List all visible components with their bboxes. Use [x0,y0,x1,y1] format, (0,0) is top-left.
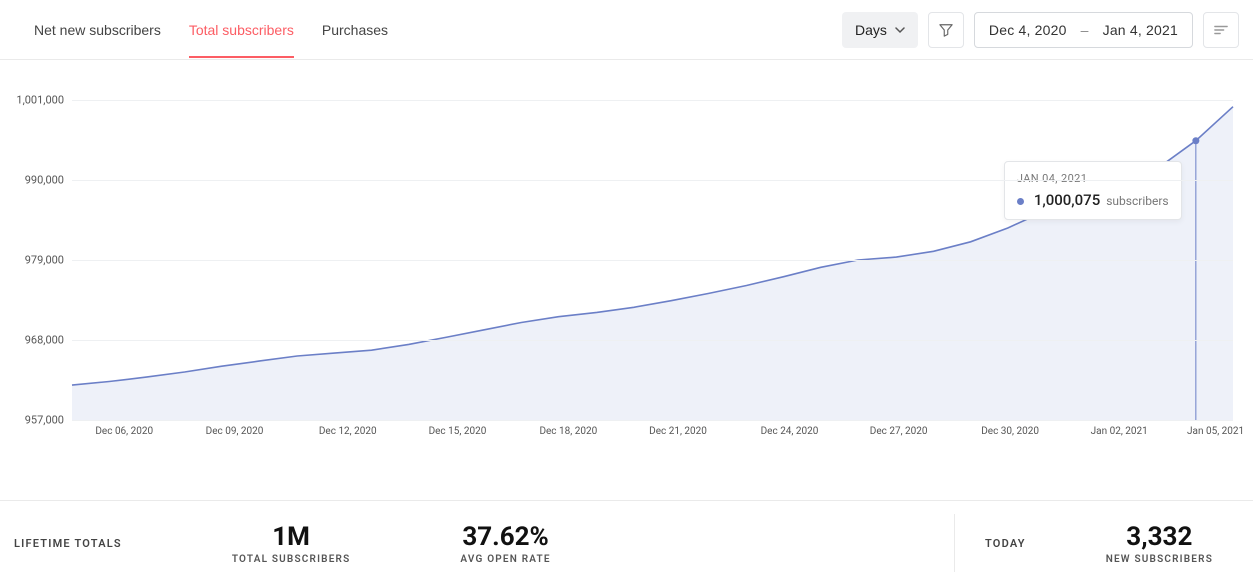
tab-net-new-subscribers[interactable]: Net new subscribers [34,2,161,58]
stat-value: 37.62% [462,522,548,552]
tooltip-label: subscribers [1106,194,1168,208]
stat-new-subscribers: 3,332 NEW SUBSCRIBERS [1106,522,1213,565]
stat-avg-open-rate: 37.62% AVG OPEN RATE [460,522,550,565]
sort-icon [1214,24,1228,36]
date-range-start: Dec 4, 2020 [989,22,1067,38]
x-axis-label: Dec 06, 2020 [95,426,153,437]
tooltip-date: JAN 04, 2021 [1017,172,1169,185]
granularity-label: Days [855,22,887,38]
date-range-separator: – [1081,22,1089,38]
x-axis-label: Dec 18, 2020 [539,426,597,437]
sort-button[interactable] [1203,12,1239,48]
chevron-down-icon [895,25,905,35]
chart-gridline [72,340,1233,341]
top-bar: Net new subscribers Total subscribers Pu… [0,0,1253,60]
chart-area: JAN 04, 2021 1,000,075 subscribers 957,0… [0,60,1253,450]
x-axis-label: Jan 05, 2021 [1187,426,1244,437]
controls: Days Dec 4, 2020 – Jan 4, 2021 [842,12,1239,48]
y-axis-label: 968,000 [25,334,64,347]
y-axis-label: 1,001,000 [16,94,64,107]
chart-tooltip: JAN 04, 2021 1,000,075 subscribers [1004,161,1182,220]
x-axis-label: Dec 27, 2020 [870,426,928,437]
date-range-end: Jan 4, 2021 [1103,22,1178,38]
tabs: Net new subscribers Total subscribers Pu… [14,2,842,58]
x-axis-label: Dec 09, 2020 [206,426,264,437]
stat-label: NEW SUBSCRIBERS [1106,554,1213,565]
chart-plot[interactable]: JAN 04, 2021 1,000,075 subscribers 957,0… [72,100,1233,420]
y-axis-label: 979,000 [25,254,64,267]
x-axis-label: Dec 15, 2020 [429,426,487,437]
stat-label: AVG OPEN RATE [460,554,550,565]
x-axis-label: Dec 24, 2020 [761,426,819,437]
chart-x-axis: Dec 06, 2020 Dec 09, 2020 Dec 12, 2020 Dec … [72,420,1233,450]
y-axis-label: 990,000 [25,174,64,187]
filter-button[interactable] [928,12,964,48]
tooltip-series-dot [1017,198,1024,205]
tooltip-value: 1,000,075 [1034,191,1100,209]
x-axis-label: Jan 02, 2021 [1091,426,1148,437]
stat-total-subscribers: 1M TOTAL SUBSCRIBERS [232,522,351,565]
x-axis-label: Dec 30, 2020 [981,426,1039,437]
x-axis-label: Dec 12, 2020 [319,426,377,437]
filter-icon [939,23,953,37]
x-axis-label: Dec 21, 2020 [649,426,707,437]
today-label: TODAY [985,537,1026,550]
tab-total-subscribers[interactable]: Total subscribers [189,2,294,58]
stat-value: 3,332 [1126,522,1192,552]
chart-gridline [72,180,1233,181]
y-axis-label: 957,000 [25,414,64,427]
chart-gridline [72,100,1233,101]
stat-value: 1M [272,522,310,552]
stat-label: TOTAL SUBSCRIBERS [232,554,351,565]
granularity-dropdown[interactable]: Days [842,12,918,48]
lifetime-totals-label: LIFETIME TOTALS [14,537,122,550]
tab-purchases[interactable]: Purchases [322,2,388,58]
chart-gridline [72,260,1233,261]
footer-stats: LIFETIME TOTALS 1M TOTAL SUBSCRIBERS 37.… [0,500,1253,585]
date-range-picker[interactable]: Dec 4, 2020 – Jan 4, 2021 [974,12,1193,48]
